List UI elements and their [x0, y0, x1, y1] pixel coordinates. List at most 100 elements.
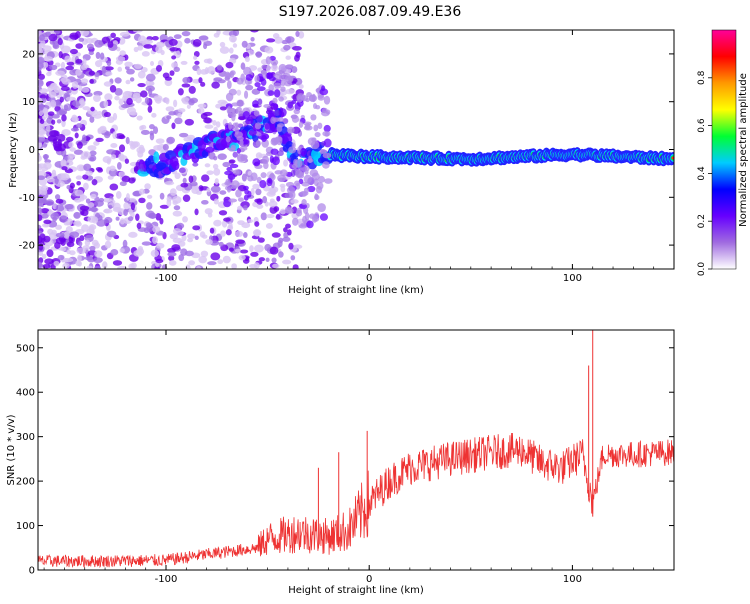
heat-cell [122, 239, 128, 248]
heat-cell [106, 230, 117, 238]
heat-cell [56, 110, 67, 116]
heat-cell [159, 192, 165, 200]
heat-cell [264, 122, 270, 130]
heat-cell [304, 166, 310, 172]
heat-cell [169, 188, 177, 196]
heat-cell [140, 124, 147, 130]
heat-cell [115, 55, 126, 62]
heat-cell [136, 115, 143, 121]
heat-cell [225, 136, 231, 143]
heat-cell [138, 188, 145, 195]
heat-cell [219, 106, 227, 111]
heat-cell [198, 255, 208, 264]
colorbar-tick-label: 0.4 [697, 166, 707, 181]
heat-cell [213, 168, 221, 176]
heat-cell [135, 213, 140, 221]
heat-cell [188, 85, 196, 94]
heat-cell [141, 241, 152, 246]
heat-cell [300, 114, 305, 120]
spectrogram-x-label: Height of straight line (km) [288, 285, 424, 296]
heat-cell [273, 109, 281, 116]
heat-cell [270, 59, 279, 66]
heat-cell [73, 149, 84, 155]
heat-cell [151, 112, 157, 118]
heat-cell [129, 77, 135, 82]
heat-cell [173, 205, 181, 211]
heat-cell [123, 208, 128, 217]
heat-cell [101, 65, 107, 74]
heat-cell [130, 202, 136, 211]
heat-cell [53, 260, 60, 267]
heat-cell [69, 32, 79, 40]
heat-cell [240, 201, 250, 209]
heat-cell [83, 182, 89, 191]
heat-cell [196, 68, 202, 76]
heat-cell [254, 221, 260, 227]
heat-cell [98, 197, 105, 203]
heat-cell [231, 263, 237, 269]
heat-cell [245, 74, 254, 81]
heat-cell [252, 183, 260, 190]
heat-cell [38, 230, 43, 235]
heat-cell [150, 60, 155, 67]
heat-cell [240, 62, 246, 70]
heat-cell [87, 202, 95, 208]
heat-cell [220, 230, 226, 237]
heat-cell [266, 72, 274, 79]
heat-cell [91, 216, 99, 224]
heat-cell [204, 163, 211, 168]
heat-cell [117, 66, 123, 72]
heat-cell [38, 137, 46, 143]
heat-cell [271, 257, 277, 263]
heat-cell [60, 173, 70, 181]
heat-cell [172, 160, 180, 171]
heat-cell [265, 257, 270, 262]
heat-cell [49, 130, 59, 137]
heat-cell [266, 177, 273, 187]
heat-cell [290, 199, 299, 204]
y-tick-label: 200 [16, 477, 35, 488]
y-tick-label: 500 [16, 343, 35, 354]
heat-cell [41, 223, 50, 228]
heat-cell [133, 46, 139, 53]
heat-cell [256, 114, 263, 123]
heat-cell [238, 254, 246, 261]
heat-cell [118, 98, 124, 106]
heat-cell [129, 143, 136, 150]
heat-cell [228, 222, 233, 229]
heat-cell [43, 235, 51, 243]
heat-cell [172, 200, 178, 206]
heat-cell [273, 206, 280, 212]
heat-cell [86, 43, 94, 50]
heat-cell [81, 134, 87, 143]
heat-cell [291, 99, 297, 104]
heat-cell [230, 70, 236, 76]
heat-cell [148, 87, 153, 96]
heat-cell [81, 87, 90, 93]
heat-cell [59, 215, 68, 223]
heat-cell [171, 55, 177, 60]
heat-cell [54, 194, 61, 200]
heat-cell [159, 204, 169, 209]
heat-cell [244, 56, 250, 63]
heat-cell [38, 127, 45, 136]
heat-cell [124, 158, 130, 164]
colorbar-label: Normalized spectral amplitude [738, 73, 749, 227]
heat-cell [250, 36, 255, 42]
x-tick-label: -100 [155, 574, 178, 585]
heat-cell [248, 129, 257, 137]
heat-cell [38, 175, 46, 180]
heat-cell [226, 187, 232, 193]
heat-cell [225, 229, 232, 236]
heat-cell [84, 239, 91, 247]
heat-cell [124, 91, 133, 96]
heat-cell [298, 224, 308, 229]
heat-cell [235, 189, 242, 198]
heat-cell [117, 265, 128, 269]
heat-cell [303, 174, 312, 184]
heat-cell [103, 208, 110, 214]
heat-cell [291, 114, 299, 123]
heat-cell [97, 127, 107, 134]
heat-cell [53, 85, 60, 94]
snr-line [38, 432, 674, 569]
